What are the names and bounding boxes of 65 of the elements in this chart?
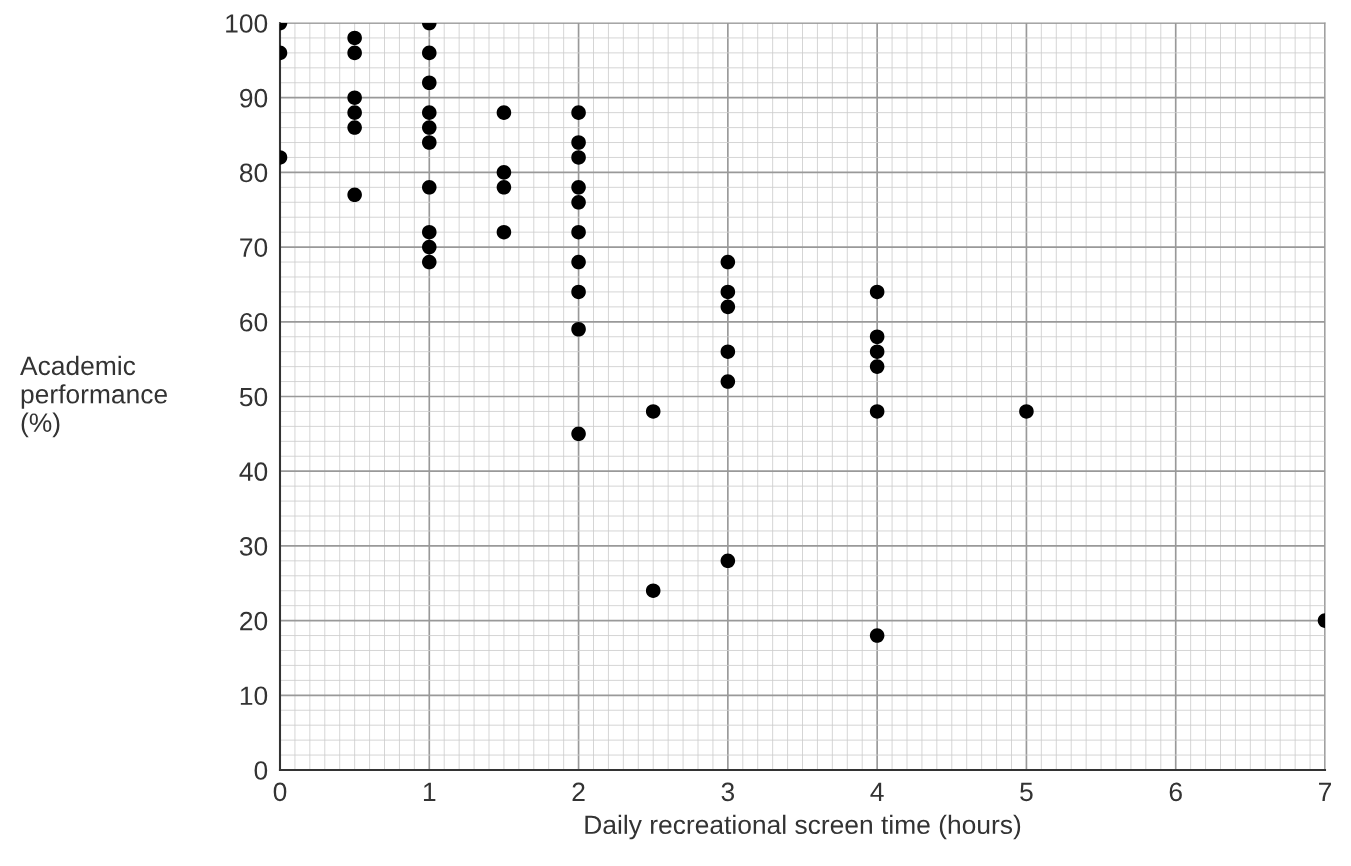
point: [869, 359, 885, 374]
point: [645, 583, 661, 598]
point: [720, 553, 736, 569]
y-tick-label: 10: [240, 686, 268, 706]
x-tick-label: 1: [423, 782, 436, 801]
point: [422, 105, 437, 120]
y-tick-label: 50: [239, 387, 268, 407]
point: [869, 344, 885, 359]
point: [571, 254, 586, 270]
y-tick-label: 80: [239, 163, 268, 183]
point: [422, 135, 437, 150]
point: [347, 105, 362, 120]
point: [869, 404, 885, 419]
point: [571, 321, 586, 337]
point: [496, 224, 512, 240]
y-tick-label: 70: [240, 238, 268, 257]
x-tick-label: 6: [1169, 782, 1182, 802]
x-tick-label: 4: [870, 782, 884, 801]
x-tick-label: 2: [572, 782, 585, 801]
point: [720, 374, 736, 389]
y-tick-label: 40: [239, 462, 268, 482]
y-tick-label: 60: [240, 312, 268, 332]
point: [422, 180, 437, 195]
point: [571, 195, 586, 210]
point: [645, 404, 661, 419]
y-tick-label: 0: [254, 761, 268, 780]
point: [422, 120, 437, 135]
x-axis-title: Daily recreational screen time (hours): [585, 814, 1021, 840]
point: [496, 180, 512, 195]
point: [571, 284, 586, 300]
point: [347, 45, 362, 61]
point: [571, 105, 586, 120]
point: [496, 165, 512, 180]
point: [571, 150, 586, 165]
point: [347, 187, 362, 203]
point: [869, 628, 885, 643]
y-tick-label: 100: [226, 14, 268, 33]
point: [422, 239, 437, 255]
point: [347, 90, 362, 105]
point: [720, 254, 736, 270]
x-tick-label: 0: [273, 782, 287, 802]
point: [422, 254, 437, 270]
point: [422, 75, 437, 91]
x-tick-label: 3: [721, 782, 735, 802]
point: [422, 224, 437, 240]
point: [571, 224, 586, 240]
x-tick-label: 5: [1020, 782, 1033, 802]
point: [571, 426, 586, 442]
point: [571, 180, 586, 195]
point: [347, 30, 362, 46]
point: [571, 135, 586, 150]
point: [720, 299, 736, 315]
x-tick-label: 7: [1319, 782, 1332, 801]
y-axis-title: Academic performance (%): [20, 355, 167, 438]
point: [720, 284, 736, 300]
point: [347, 120, 362, 135]
point: [496, 105, 512, 120]
point: [869, 329, 885, 345]
point: [422, 45, 437, 61]
y-tick-label: 30: [239, 537, 268, 556]
y-tick-label: 90: [240, 88, 268, 108]
y-tick-label: 20: [240, 611, 268, 631]
point: [720, 344, 736, 359]
point: [869, 284, 885, 300]
point: [1019, 404, 1034, 419]
